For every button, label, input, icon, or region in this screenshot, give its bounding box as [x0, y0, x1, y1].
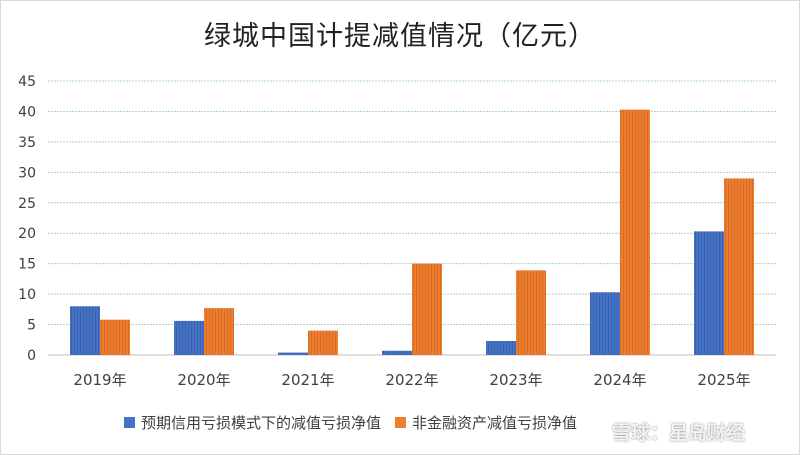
x-tick-label: 2019年	[73, 371, 126, 389]
y-tick-label: 5	[27, 318, 36, 334]
legend-label-nonfinancial: 非金融资产减值亏损净值	[412, 414, 578, 432]
x-tick-label: 2025年	[697, 371, 750, 389]
y-tick-label: 30	[18, 165, 36, 181]
y-tick-label: 20	[18, 226, 36, 242]
x-tick-label: 2020年	[177, 371, 230, 389]
y-tick-label: 45	[18, 74, 36, 90]
watermark: 雪球：星岛财经	[612, 422, 746, 444]
bar-credit-loss	[382, 350, 412, 355]
bar-credit-loss	[174, 320, 204, 355]
bar-nonfinancial	[620, 109, 650, 356]
y-tick-label: 15	[18, 257, 36, 273]
legend-item-credit-loss: 预期信用亏损模式下的减值亏损净值	[124, 412, 381, 433]
bars	[70, 109, 754, 356]
bar-credit-loss	[278, 352, 308, 355]
bar-credit-loss	[694, 231, 724, 355]
y-tick-label: 35	[18, 135, 36, 151]
y-tick-label: 25	[18, 196, 36, 212]
bar-nonfinancial	[412, 263, 442, 355]
legend-item-nonfinancial: 非金融资产减值亏损净值	[395, 412, 577, 433]
y-tick-label: 0	[27, 348, 36, 364]
x-tick-label: 2022年	[385, 371, 438, 389]
y-tick-label: 40	[18, 104, 36, 120]
chart-title: 绿城中国计提减值情况（亿元）	[204, 21, 596, 52]
x-tick-label: 2024年	[593, 371, 646, 389]
y-axis: 0 5 10 15 20 25 30 35 40 45	[18, 74, 36, 364]
y-tick-label: 10	[18, 287, 36, 303]
bar-credit-loss	[590, 292, 620, 355]
bar-credit-loss	[486, 340, 516, 355]
legend-label-credit-loss: 预期信用亏损模式下的减值亏损净值	[141, 414, 382, 432]
x-tick-label: 2021年	[281, 371, 334, 389]
bar-nonfinancial	[724, 178, 754, 355]
bar-nonfinancial	[308, 330, 338, 355]
bar-nonfinancial	[204, 308, 234, 355]
legend: 预期信用亏损模式下的减值亏损净值 非金融资产减值亏损净值	[124, 412, 591, 433]
legend-swatch-blue	[124, 417, 135, 428]
legend-swatch-orange	[395, 417, 407, 428]
x-axis: 2019年 2020年 2021年 2022年 2023年 2024年 2025年	[73, 371, 750, 389]
x-tick-label: 2023年	[489, 371, 542, 389]
bar-nonfinancial	[100, 319, 130, 355]
bar-nonfinancial	[516, 270, 546, 355]
bar-credit-loss	[70, 306, 100, 355]
